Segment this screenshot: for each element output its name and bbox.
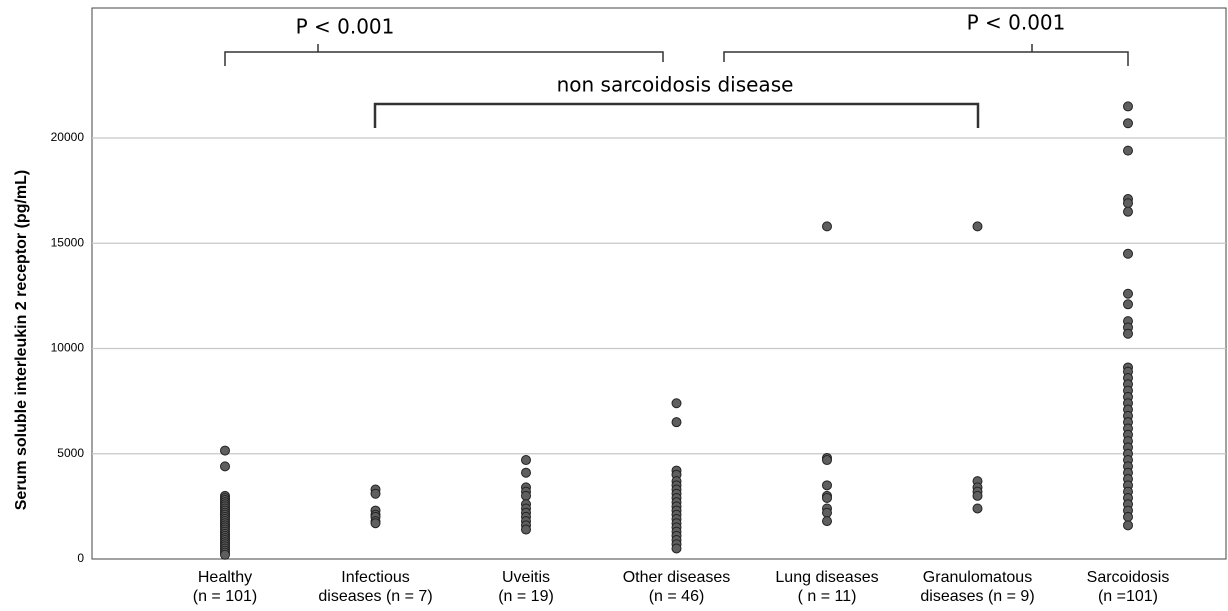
data-point: [822, 516, 832, 527]
x-tick-label: (n =101): [1098, 588, 1158, 605]
data-point: [1123, 101, 1133, 112]
x-tick-label: Other diseases: [623, 569, 731, 586]
data-point: [521, 490, 531, 501]
data-point: [1123, 248, 1133, 259]
y-axis-label: Serum soluble interleukin 2 receptor (pg…: [13, 170, 30, 511]
data-point: [1123, 299, 1133, 310]
data-point: [671, 417, 682, 428]
data-point: [1123, 520, 1133, 531]
data-point: [220, 549, 230, 560]
data-point: [1123, 288, 1133, 299]
data-point: [972, 221, 983, 232]
x-tick-label: diseases (n = 7): [318, 588, 432, 605]
x-tick-label: Granulomatous: [923, 569, 1032, 586]
data-point: [1123, 198, 1133, 209]
x-tick-label: Infectious: [341, 569, 409, 586]
data-point: [1123, 206, 1133, 217]
bracket: [723, 44, 1129, 66]
data-point: [671, 398, 682, 409]
data-point: [521, 467, 531, 478]
plot-frame: [91, 7, 1227, 560]
y-tick-label: 20000: [51, 130, 85, 144]
data-point: [822, 480, 832, 491]
x-tick-label: Lung diseases: [775, 569, 878, 586]
data-point: [521, 455, 531, 466]
data-point: [972, 503, 983, 514]
data-point: [822, 507, 832, 518]
data-point: [1123, 511, 1133, 522]
annotation: non sarcoidosis disease: [557, 73, 794, 97]
data-point: [671, 543, 682, 554]
data-point: [370, 518, 381, 529]
data-point: [972, 490, 983, 501]
data-point: [220, 445, 230, 456]
data-point: [1123, 145, 1133, 156]
annotation: P < 0.001: [967, 11, 1066, 35]
y-tick-label: 10000: [51, 341, 85, 355]
data-point: [370, 488, 381, 499]
data-point: [521, 524, 531, 535]
bracket: [373, 102, 980, 128]
y-tick-label: 15000: [51, 235, 85, 249]
data-point: [1123, 118, 1133, 129]
x-tick-label: ( n = 11): [798, 588, 857, 605]
x-tick-label: Healthy: [198, 569, 252, 586]
data-point: [822, 221, 832, 232]
data-point: [1123, 328, 1133, 339]
x-tick-label: diseases (n = 9): [920, 588, 1034, 605]
y-tick-label: 5000: [57, 446, 84, 460]
y-tick-label: 0: [77, 551, 84, 565]
data-point: [822, 492, 832, 503]
x-tick-label: Sarcoidosis: [1087, 569, 1170, 586]
x-tick-label: Uveitis: [502, 569, 550, 586]
data-point: [822, 455, 832, 466]
annotation: P < 0.001: [296, 15, 395, 39]
x-tick-label: (n = 101): [193, 588, 257, 605]
x-tick-label: (n = 46): [649, 588, 705, 605]
data-point: [220, 461, 230, 472]
bracket: [224, 44, 664, 66]
x-tick-label: (n = 19): [498, 588, 554, 605]
